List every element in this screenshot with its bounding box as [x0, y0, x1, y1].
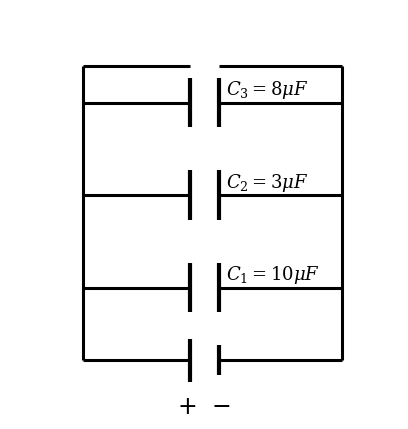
Text: −: −: [212, 395, 232, 419]
Text: $C_1 = 10\mu F$: $C_1 = 10\mu F$: [226, 264, 320, 286]
Text: +: +: [177, 395, 197, 419]
Text: $C_2 = 3\mu F$: $C_2 = 3\mu F$: [226, 172, 309, 193]
Text: $C_3 = 8\mu F$: $C_3 = 8\mu F$: [226, 79, 309, 101]
